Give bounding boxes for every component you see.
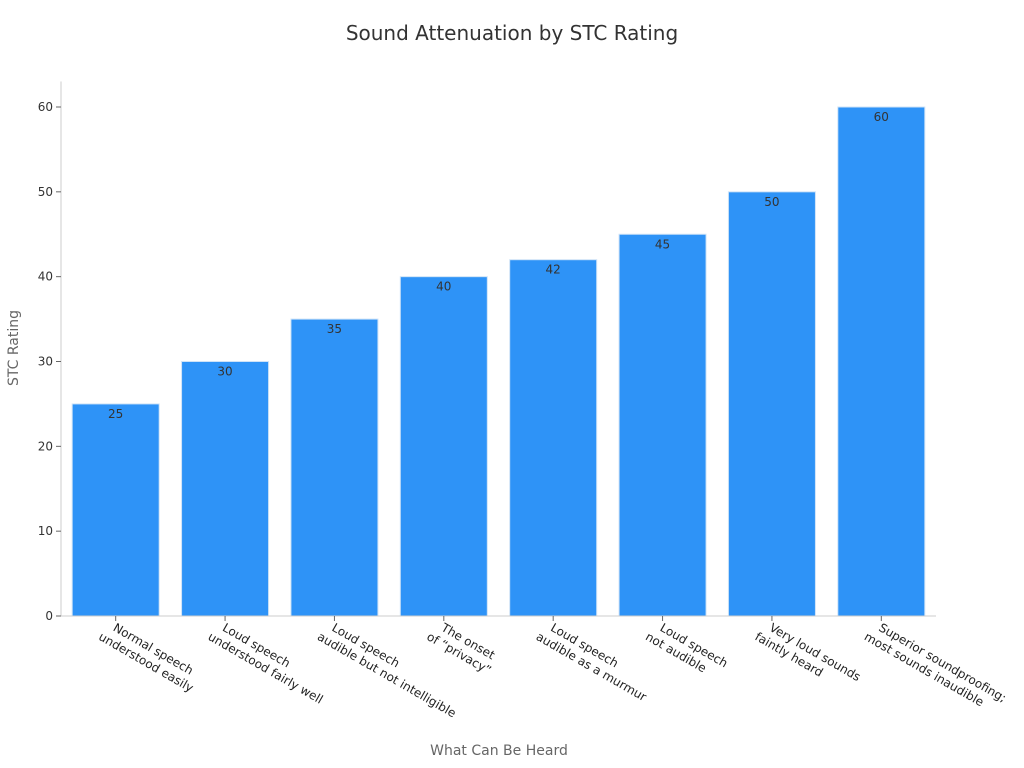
bar bbox=[509, 259, 598, 617]
bar bbox=[837, 106, 926, 617]
y-tick-label: 40 bbox=[38, 270, 53, 284]
bar bbox=[618, 233, 707, 617]
chart-title: Sound Attenuation by STC Rating bbox=[346, 21, 678, 45]
y-tick-label: 20 bbox=[38, 439, 53, 453]
bar bbox=[71, 403, 160, 617]
y-tick-label: 60 bbox=[38, 100, 53, 114]
y-tick-label: 10 bbox=[38, 524, 53, 538]
x-tick-label-line: understood fairly well bbox=[206, 629, 326, 706]
data-label: 40 bbox=[436, 280, 451, 294]
data-label: 25 bbox=[108, 407, 123, 421]
data-label: 50 bbox=[764, 195, 779, 209]
data-label: 30 bbox=[217, 365, 232, 379]
bar bbox=[290, 318, 379, 617]
x-tick-label: Superior soundproofing;most sounds inaud… bbox=[862, 620, 1009, 709]
x-axis-label: What Can Be Heard bbox=[430, 743, 568, 759]
bar bbox=[181, 361, 270, 617]
data-label: 35 bbox=[327, 322, 342, 336]
y-tick-label: 50 bbox=[38, 185, 53, 199]
x-tick-label-line: Superior soundproofing; bbox=[876, 620, 1008, 705]
bar bbox=[727, 191, 816, 617]
data-label: 42 bbox=[546, 263, 561, 277]
data-label: 60 bbox=[874, 110, 889, 124]
bar bbox=[399, 276, 488, 617]
y-tick-label: 30 bbox=[38, 355, 53, 369]
y-tick-label: 0 bbox=[45, 609, 53, 623]
data-label: 45 bbox=[655, 237, 670, 251]
y-axis-label: STC Rating bbox=[6, 310, 22, 386]
